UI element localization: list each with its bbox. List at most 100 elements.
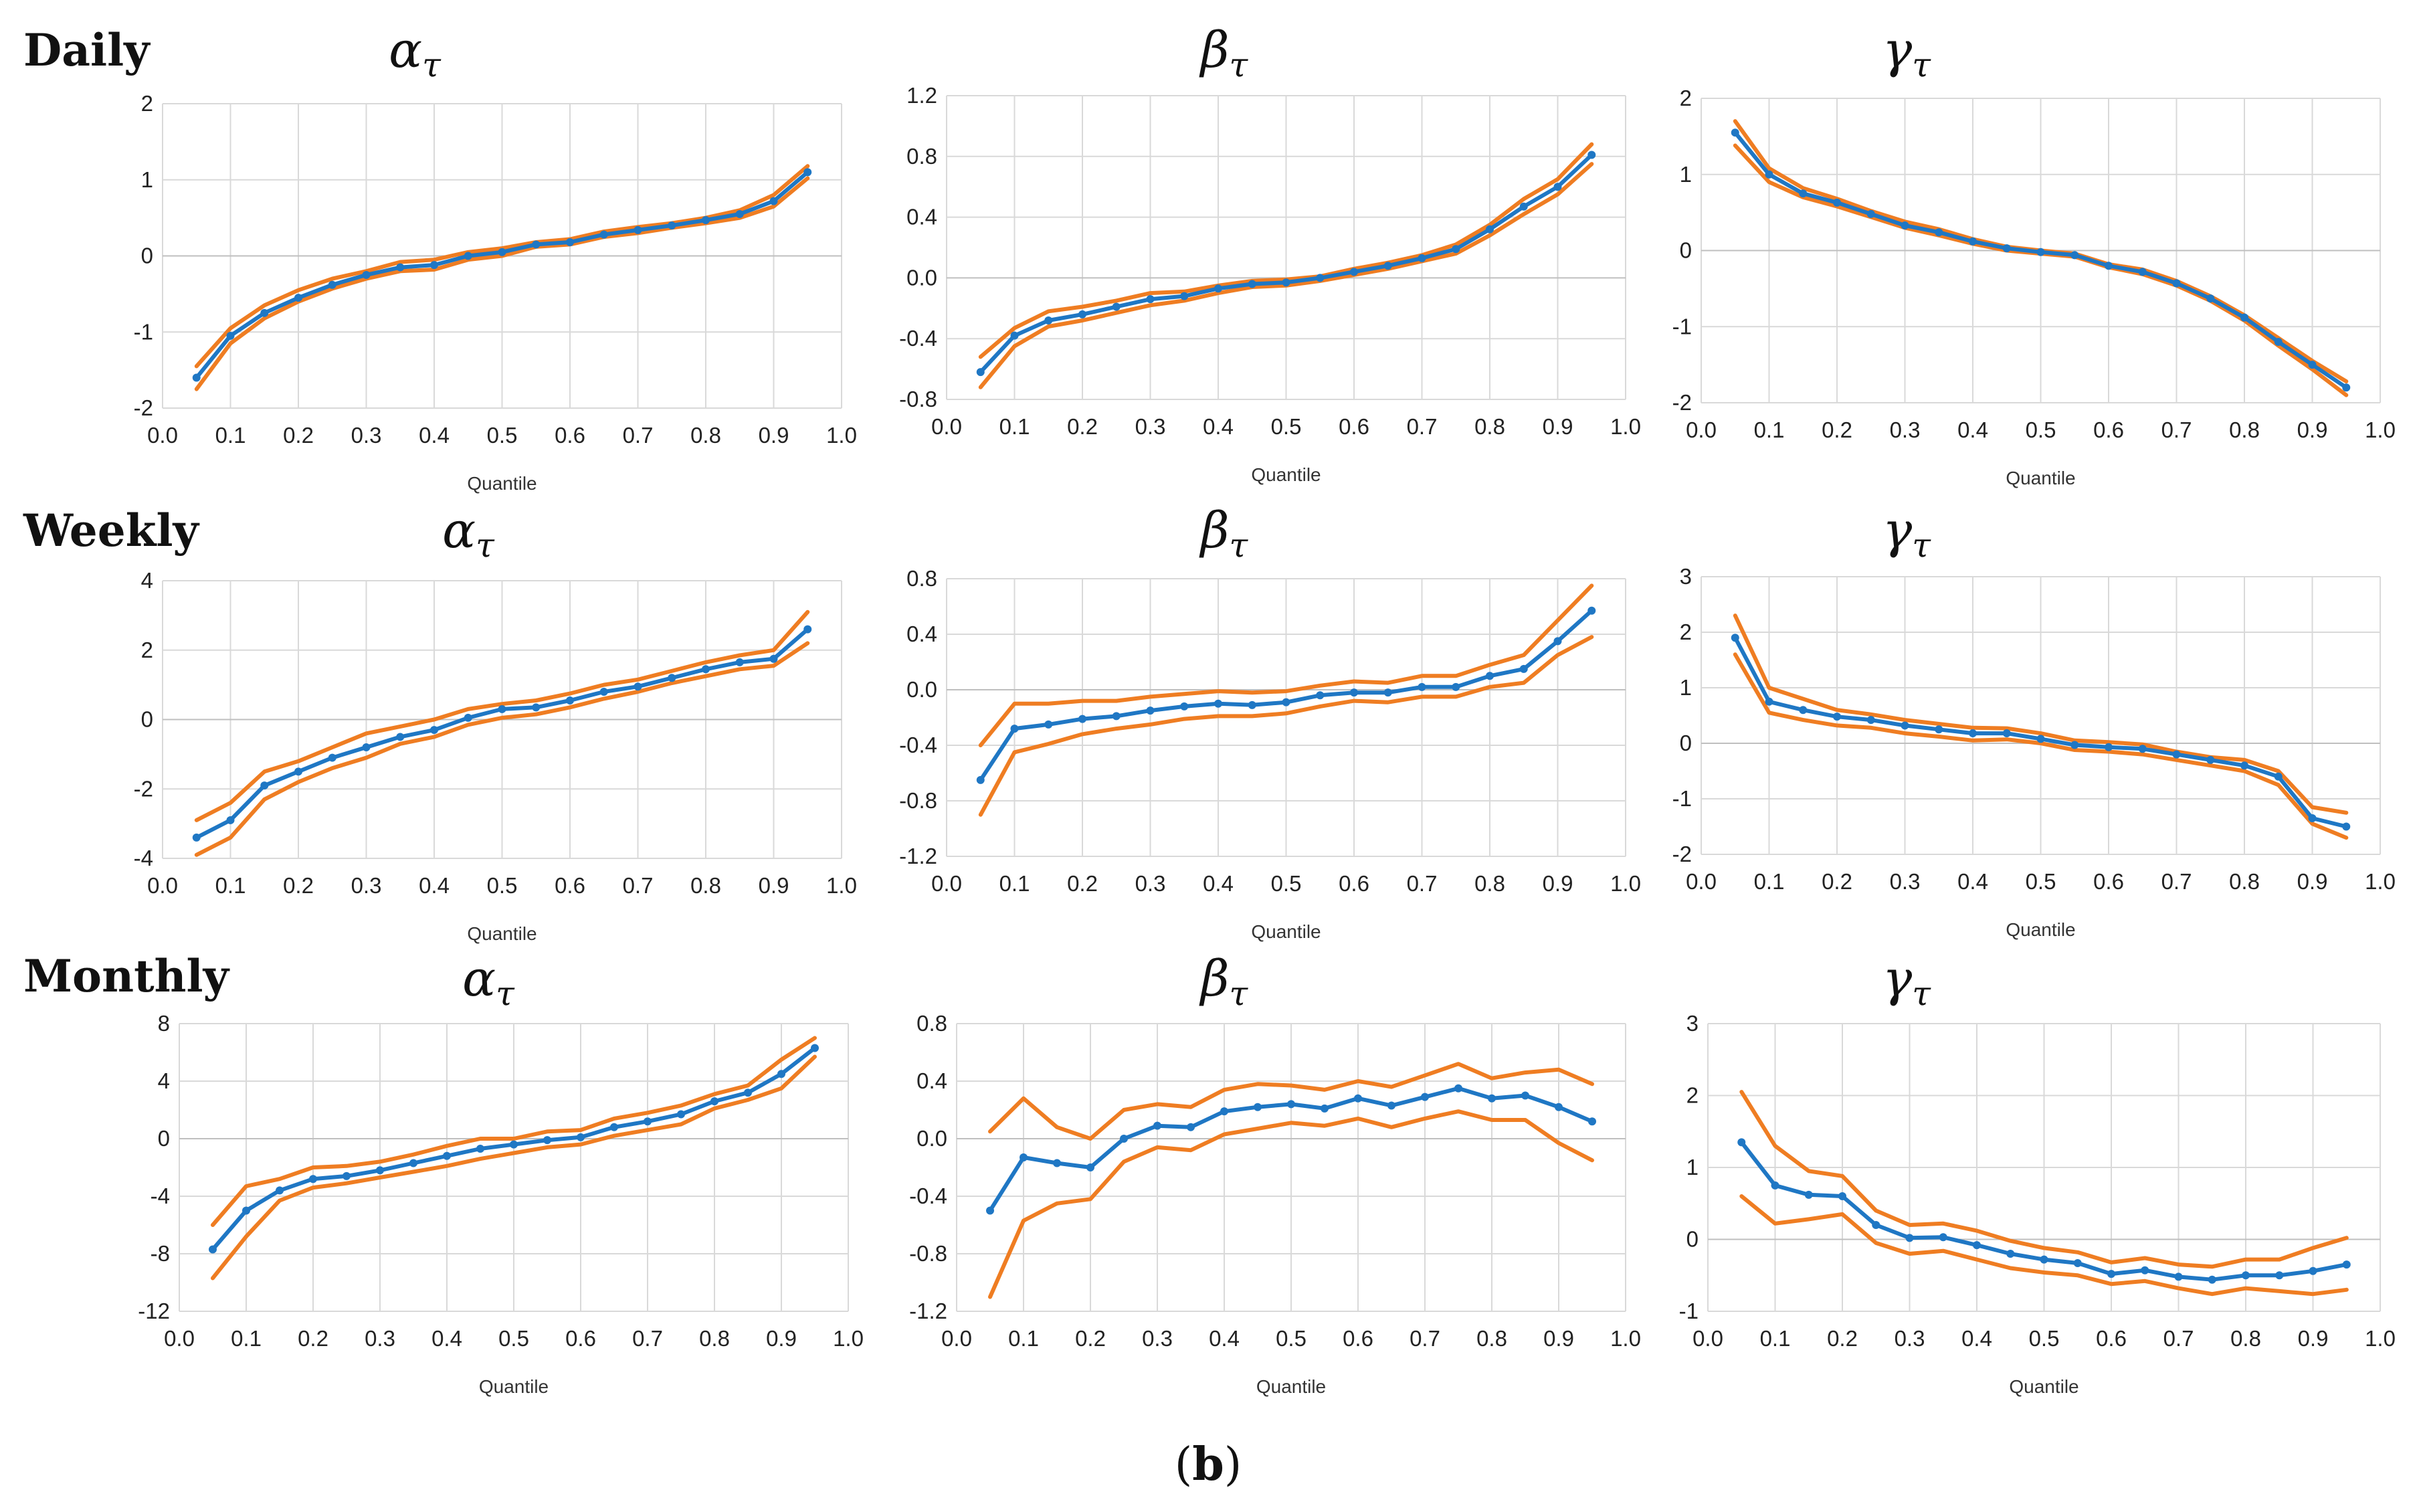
daily-alpha-estimate-point (735, 209, 744, 218)
monthly-beta-xtick-label: 0.1 (1008, 1326, 1039, 1351)
daily-alpha-estimate-point (192, 373, 201, 382)
daily-alpha-ytick-label: 1 (141, 167, 153, 192)
weekly-beta-estimate-point (1519, 664, 1528, 673)
daily-alpha-estimate-point (430, 261, 438, 270)
weekly-gamma-estimate-point (1731, 634, 1739, 642)
weekly-alpha-estimate-point (532, 703, 541, 712)
monthly-beta-estimate-point (1120, 1135, 1128, 1143)
monthly-beta-estimate-point (1588, 1117, 1596, 1126)
weekly-gamma-title-symbol: γ (1882, 502, 1913, 559)
weekly-alpha-title-symbol: α (442, 502, 476, 559)
weekly-beta-estimate-point (1452, 682, 1460, 691)
daily-gamma-title: γτ (1882, 21, 1931, 84)
monthly-alpha-panel: Monthly ατ -12 -8 -4 0 4 8 0.0 0.1 0.2 0.3 0.4 0.5 0.6… (23, 950, 864, 1397)
weekly-alpha-estimate-point (192, 833, 201, 842)
daily-alpha-xlabel: Quantile (467, 473, 537, 494)
weekly-beta-estimate-point (1418, 682, 1426, 691)
weekly-alpha-estimate-point (668, 674, 676, 682)
weekly-gamma-xtick-label: 0.2 (1822, 869, 1852, 894)
daily-gamma-xlabel: Quantile (2006, 468, 2075, 488)
monthly-gamma-xtick-label: 0.1 (1760, 1326, 1791, 1351)
monthly-alpha-ytick-label: 4 (158, 1068, 170, 1093)
monthly-beta-estimate-point (1287, 1100, 1295, 1109)
weekly-alpha-estimate-point (260, 781, 269, 790)
daily-beta-estimate-point (1078, 310, 1086, 318)
monthly-beta-estimate-point (1555, 1103, 1563, 1111)
weekly-gamma-estimate-point (1866, 716, 1875, 725)
caption-open: ( (1175, 1438, 1193, 1491)
monthly-beta-estimate-point (1086, 1163, 1094, 1171)
daily-beta-estimate-point (1452, 245, 1460, 254)
monthly-gamma-xtick-label: 0.9 (2298, 1326, 2329, 1351)
weekly-beta-xlabel: Quantile (1251, 921, 1321, 942)
monthly-alpha-xtick-label: 0.1 (231, 1326, 262, 1351)
daily-beta-xtick-label: 0.9 (1543, 414, 1573, 439)
daily-gamma-panel: γτ -2 -1 0 1 2 0.0 0.1 0.2 0.3 0.4 0.5 0.6 0.7 0.8 0.9 1… (1672, 21, 2396, 488)
weekly-gamma-estimate-point (1969, 729, 1977, 738)
daily-beta-xtick-label: 0.0 (931, 414, 962, 439)
monthly-alpha-ytick-label: -4 (151, 1184, 170, 1208)
weekly-beta-estimate-point (1350, 688, 1358, 697)
weekly-beta-ytick-label: -1.2 (899, 844, 937, 868)
weekly-beta-estimate-point (976, 775, 985, 784)
monthly-alpha-ytick-label: 8 (158, 1011, 170, 1036)
monthly-beta-ytick-label: -0.8 (909, 1241, 947, 1266)
monthly-gamma-xtick-label: 0.3 (1895, 1326, 1925, 1351)
weekly-alpha-estimate-point (735, 658, 744, 666)
daily-beta-ytick-label: 0.8 (906, 144, 937, 169)
monthly-gamma-estimate-point (2309, 1266, 2317, 1275)
daily-gamma-xtick-label: 0.4 (1957, 417, 1988, 442)
weekly-alpha-xtick-label: 0.1 (215, 873, 246, 898)
weekly-beta-estimate-point (1044, 720, 1053, 729)
daily-alpha-xtick-label: 0.3 (351, 423, 382, 448)
monthly-gamma-estimate-point (1939, 1233, 1947, 1242)
monthly-alpha-estimate-point (476, 1145, 484, 1153)
monthly-gamma-estimate-point (2342, 1260, 2351, 1269)
monthly-gamma-estimate-point (1872, 1221, 1880, 1229)
daily-alpha-xtick-label: 0.2 (283, 423, 314, 448)
monthly-alpha-estimate-point (744, 1089, 752, 1097)
daily-alpha-title-symbol: α (389, 21, 422, 79)
weekly-gamma-estimate-point (2172, 750, 2181, 759)
monthly-beta-xtick-label: 1.0 (1610, 1326, 1641, 1351)
daily-alpha-ytick-label: -2 (134, 395, 153, 420)
weekly-alpha-estimate-point (599, 688, 608, 696)
daily-beta-ytick-label: -0.4 (899, 326, 937, 351)
daily-gamma-estimate-point (2274, 338, 2283, 346)
weekly-beta-xtick-label: 0.0 (931, 871, 962, 896)
weekly-gamma-estimate-point (1799, 706, 1808, 715)
daily-alpha-xtick-label: 0.5 (487, 423, 518, 448)
daily-beta-title: βτ (1199, 21, 1249, 84)
monthly-beta-xtick-label: 0.4 (1209, 1326, 1240, 1351)
weekly-gamma-ytick-label: 3 (1680, 564, 1692, 589)
daily-alpha-estimate-point (260, 308, 269, 317)
daily-beta-xtick-label: 0.5 (1271, 414, 1302, 439)
monthly-beta-estimate-point (1421, 1093, 1429, 1101)
daily-beta-xlabel: Quantile (1251, 464, 1321, 485)
monthly-beta-xtick-label: 0.6 (1343, 1326, 1373, 1351)
monthly-alpha-estimate-point (811, 1044, 819, 1052)
monthly-beta-lower-line (988, 1109, 1594, 1299)
monthly-beta-estimate-point (1153, 1121, 1161, 1130)
weekly-alpha-xtick-label: 0.2 (283, 873, 314, 898)
weekly-alpha-lower-line (194, 641, 810, 857)
monthly-beta-xtick-label: 0.0 (941, 1326, 972, 1351)
monthly-gamma-estimate-point (2006, 1250, 2015, 1258)
daily-gamma-estimate-point (1765, 170, 1773, 179)
daily-gamma-estimate-point (2206, 294, 2215, 303)
daily-alpha-estimate-point (566, 238, 574, 247)
monthly-beta-estimate-point (1488, 1094, 1496, 1103)
monthly-gamma-panel: γτ -1 0 1 2 3 0.0 0.1 0.2 0.3 0.4 0.5 0.6 0.7 0.8 0.9 1.… (1679, 950, 2396, 1397)
weekly-alpha-estimate-point (769, 654, 778, 663)
weekly-beta-ytick-label: -0.4 (899, 733, 937, 757)
daily-beta-xtick-label: 0.6 (1339, 414, 1369, 439)
monthly-alpha-xtick-label: 0.3 (365, 1326, 395, 1351)
weekly-beta-panel: βτ -1.2 -0.8 -0.4 0.0 0.4 0.8 0.0 0.1 0.2 0.3 0.4 0.… (899, 502, 1641, 942)
daily-gamma-estimate-point (2036, 248, 2045, 256)
monthly-gamma-estimate-point (1973, 1241, 1981, 1250)
weekly-gamma-ytick-label: 1 (1680, 675, 1692, 700)
weekly-gamma-ytick-label: -1 (1672, 786, 1692, 811)
weekly-alpha-estimate-point (803, 625, 812, 634)
daily-beta-estimate-point (1553, 183, 1562, 191)
